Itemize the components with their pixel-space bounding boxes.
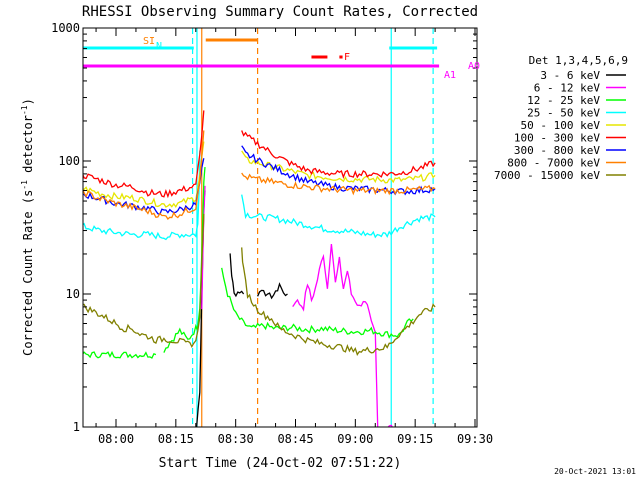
x-axis-label: Start Time (24-Oct-02 07:51:22): [159, 456, 402, 471]
series-line: [83, 150, 201, 241]
legend-entry-label: 12 - 25 keV: [527, 94, 600, 107]
series-line: [241, 247, 436, 356]
chart-title: RHESSI Observing Summary Count Rates, Co…: [82, 4, 478, 20]
legend-entry-label: 6 - 12 keV: [534, 82, 601, 95]
series-line: [292, 244, 396, 427]
footer-date: 20-Oct-2021 13:01: [554, 467, 636, 476]
series-line: [83, 350, 157, 359]
flare-label: F: [344, 52, 350, 63]
x-tick-label: 08:00: [98, 432, 134, 446]
x-tick-label: 09:15: [397, 432, 433, 446]
legend-entry-label: 100 - 300 keV: [514, 132, 600, 145]
legend-entry-label: 7000 - 15000 keV: [494, 169, 600, 182]
series-line: [241, 130, 436, 179]
series-line: [221, 267, 414, 339]
y-axis-label: Corrected Count Rate (s-1 detector-1): [20, 98, 35, 356]
legend-entry-label: 800 - 7000 keV: [507, 157, 600, 170]
x-tick-label: 08:30: [218, 432, 254, 446]
series-line: [83, 158, 205, 215]
night-label: N: [156, 41, 162, 52]
saa-label: SI: [143, 36, 155, 47]
y-tick-label: 1: [73, 420, 80, 434]
series-line: [241, 172, 436, 196]
legend-entry-label: 50 - 100 keV: [521, 119, 601, 132]
legend-entry-label: 300 - 800 keV: [514, 144, 600, 157]
series-line: [229, 253, 245, 298]
plot-frame: [82, 27, 478, 428]
x-tick-label: 08:15: [158, 432, 194, 446]
series-line: [83, 130, 205, 220]
x-tick-label: 08:45: [277, 432, 313, 446]
x-tick-label: 09:00: [337, 432, 373, 446]
series-line: [83, 110, 205, 199]
attenuator-label: A1: [444, 70, 456, 81]
x-tick-label: 09:30: [457, 432, 493, 446]
series-line: [241, 145, 436, 196]
y-tick-label: 100: [58, 154, 80, 168]
legend-title: Det 1,3,4,5,6,9: [529, 54, 628, 67]
series-line: [83, 141, 205, 209]
series-line: [257, 282, 288, 300]
legend-entry-label: 3 - 6 keV: [540, 69, 600, 82]
series-line: [83, 213, 205, 348]
legend-entry-label: 25 - 50 keV: [527, 107, 600, 120]
y-tick-label: 1000: [51, 21, 80, 35]
plot-area: [82, 27, 478, 428]
y-tick-label: 10: [66, 287, 80, 301]
series-line: [241, 194, 436, 239]
decimation-label: A0: [468, 61, 480, 72]
